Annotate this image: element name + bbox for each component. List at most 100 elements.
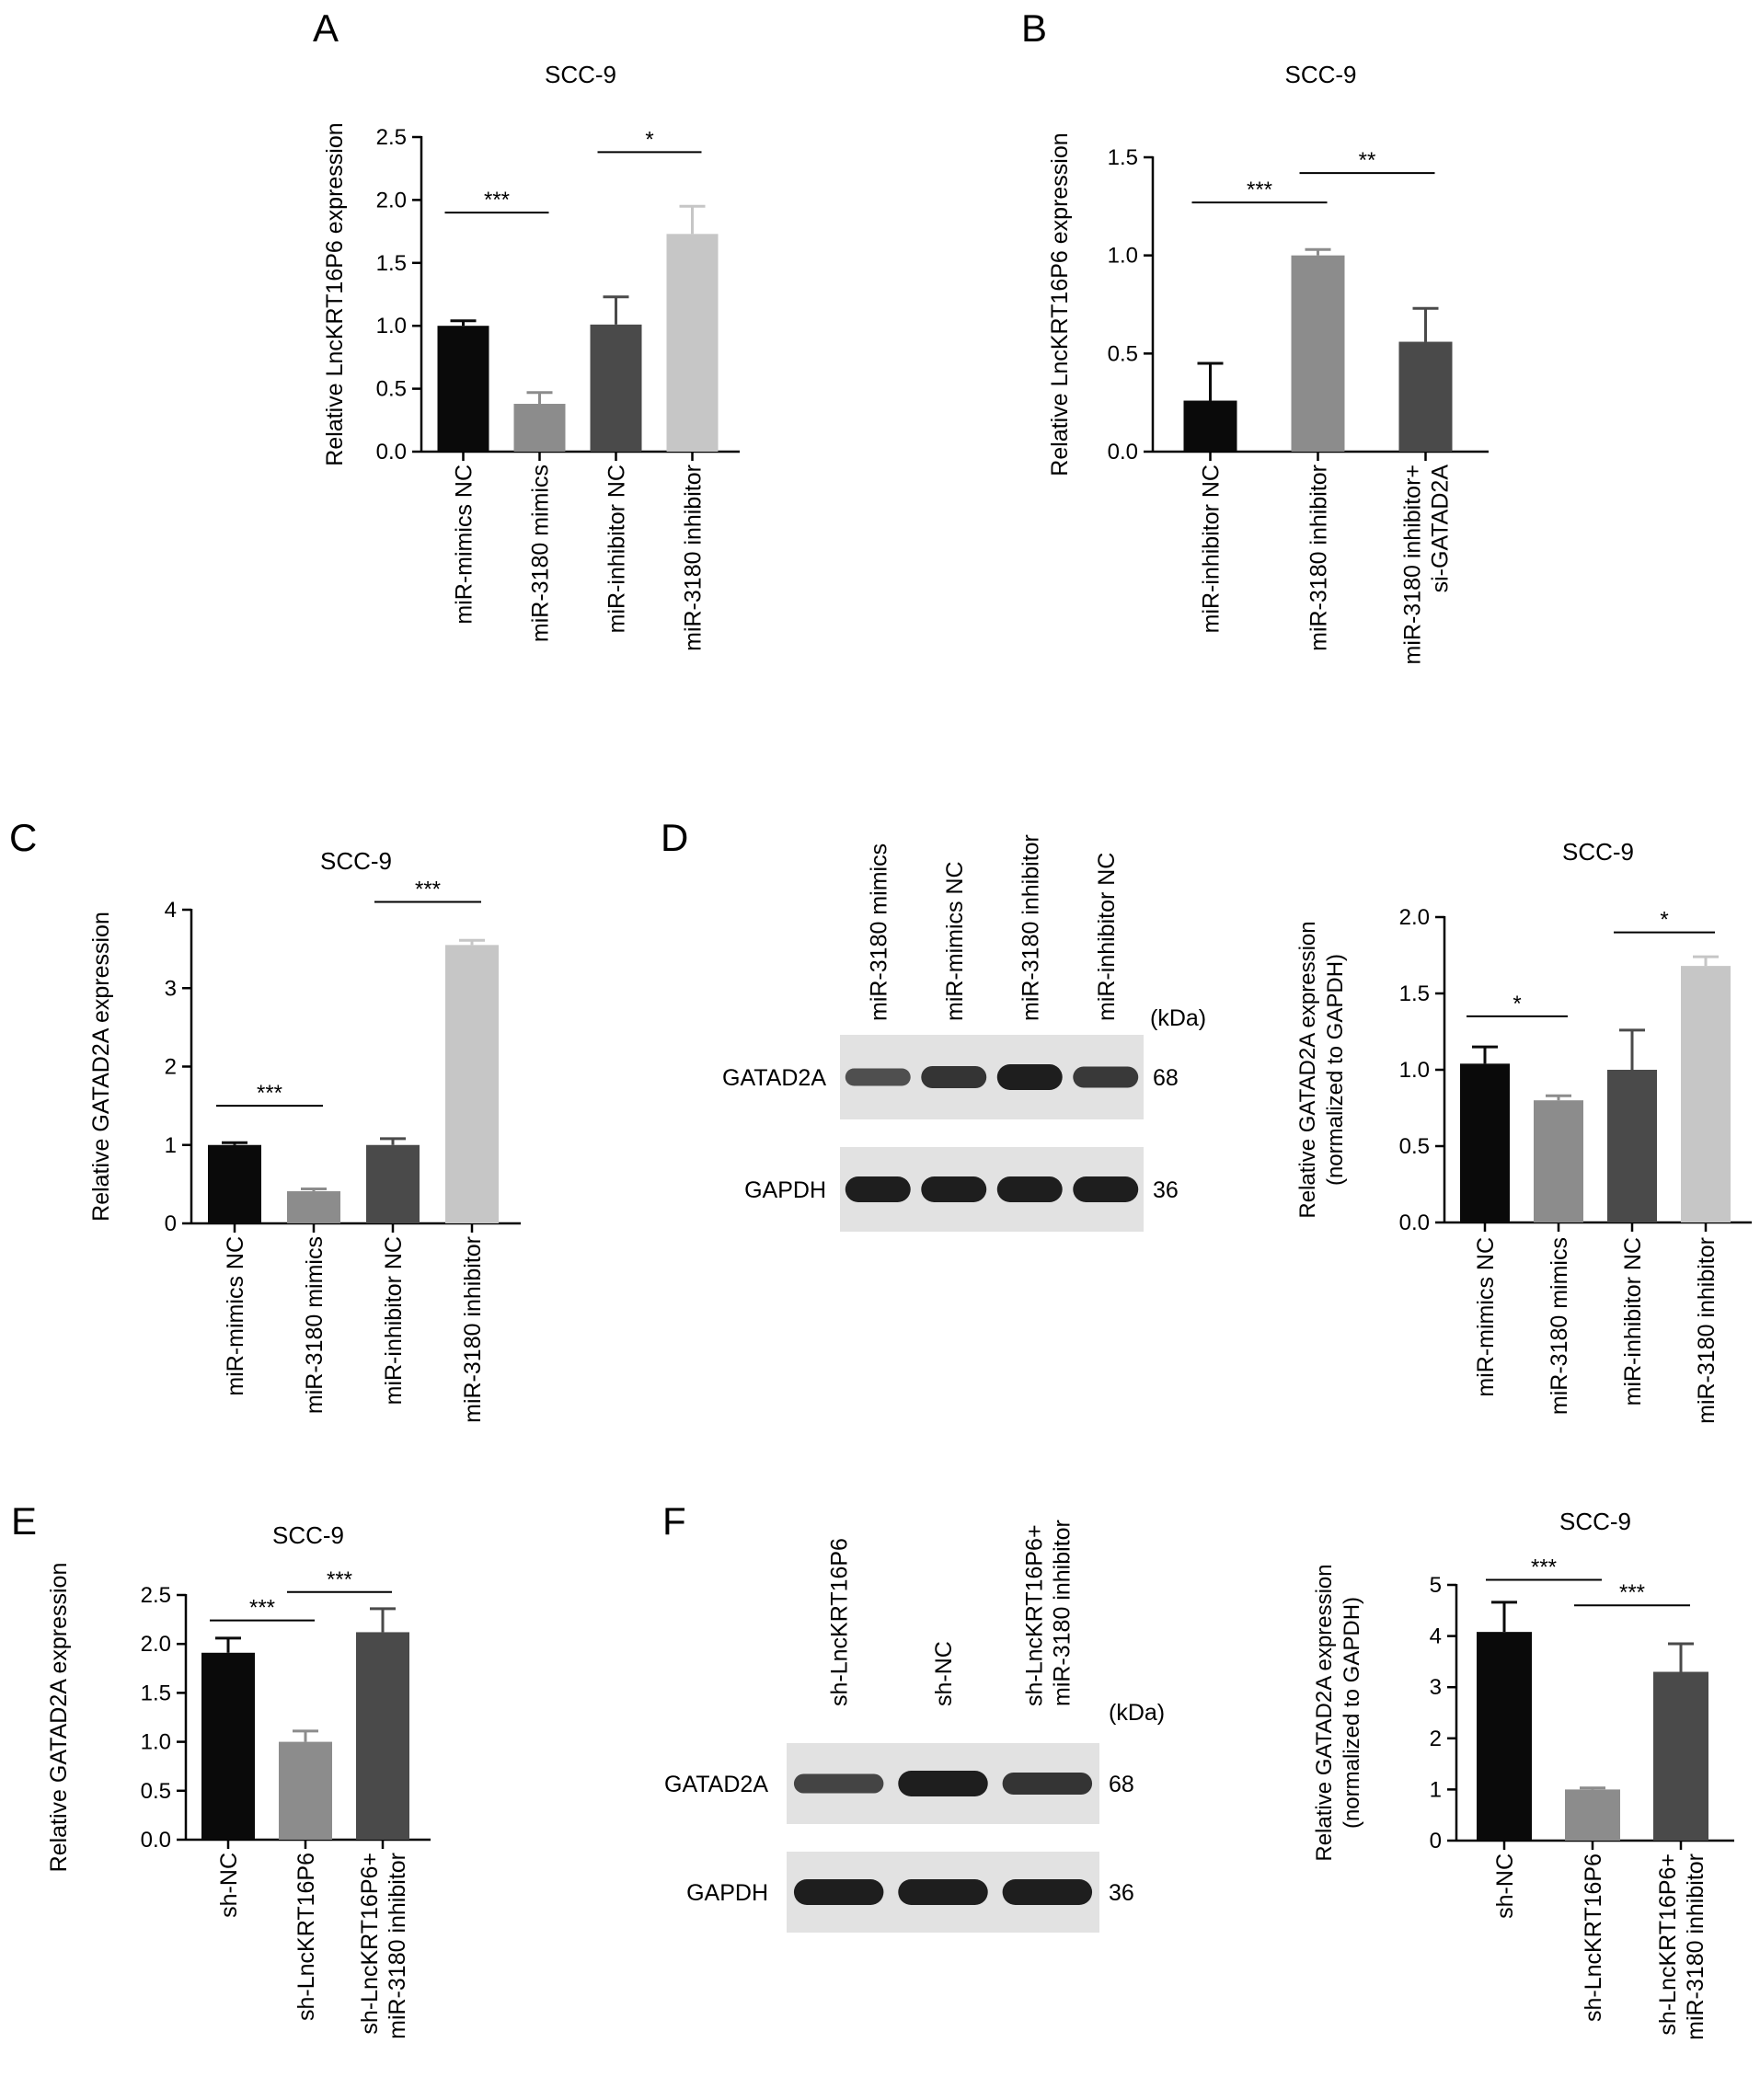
significance-label: ***: [1531, 1555, 1557, 1579]
chart-panel-b: SCC-9 0.0 0.5 1.0 1.5 Relative LncKRT16P6 exp…: [1047, 61, 1489, 664]
kda-label: 36: [1153, 1177, 1179, 1203]
y-axis-label: Relative GATAD2A expression: [46, 1563, 72, 1873]
category-label: miR-3180 mimics: [1547, 1237, 1572, 1415]
y-tick-label: 2: [1430, 1727, 1442, 1751]
kda-label: 68: [1109, 1772, 1134, 1797]
protein-band: [921, 1176, 987, 1202]
category-label: sh-LncKRT16P6: [293, 1853, 319, 2021]
protein-band: [1073, 1176, 1139, 1202]
bar: [1477, 1632, 1532, 1841]
chart-title: SCC-9: [1559, 1508, 1631, 1535]
panel-letter-b: B: [1021, 6, 1047, 50]
category-label: miR-3180 inhibitor: [1683, 1853, 1708, 2040]
category-label: sh-NC: [216, 1853, 242, 1918]
y-tick-label: 3: [165, 976, 177, 1001]
protein-band: [921, 1066, 987, 1088]
chart-panel-e: SCC-9 0.0 0.5 1.0 1.5 2.0 2.5 Relative GATAD2A …: [46, 1521, 431, 2039]
category-label: miR-3180 mimics: [528, 465, 554, 642]
bar: [1681, 966, 1731, 1222]
category-label: sh-LncKRT16P6+: [1655, 1853, 1681, 2036]
kda-label: 68: [1153, 1065, 1179, 1091]
bar: [1460, 1063, 1510, 1222]
bar: [1398, 341, 1453, 452]
lane-label: sh-LncKRT16P6+: [1021, 1524, 1047, 1706]
protein-band: [996, 1064, 1063, 1090]
panel-letter-a: A: [313, 6, 339, 50]
y-axis-label: Relative GATAD2A expression: [1295, 921, 1320, 1218]
y-tick-label: 0: [1430, 1829, 1442, 1853]
protein-label: GAPDH: [686, 1880, 768, 1906]
lane-label: sh-LncKRT16P6: [827, 1538, 853, 1706]
chart-title: SCC-9: [1284, 61, 1356, 88]
significance-label: *: [1660, 908, 1668, 933]
y-tick-label: 1.0: [141, 1730, 171, 1755]
bar: [287, 1191, 340, 1223]
category-label: miR-3180 inhibitor: [1306, 465, 1332, 651]
bar: [279, 1741, 332, 1840]
category-label: miR-mimics NC: [452, 465, 477, 625]
significance-label: ***: [327, 1567, 352, 1592]
chart-title: SCC-9: [320, 847, 392, 875]
category-label: miR-3180 inhibitor+: [1400, 465, 1426, 664]
y-tick-label: 4: [1430, 1624, 1442, 1649]
protein-label: GATAD2A: [722, 1065, 826, 1091]
protein-band: [996, 1176, 1063, 1202]
chart-panel-f: SCC-9 0 1 2 3 4 5 Relative GATAD2A expression (n…: [1312, 1508, 1734, 2040]
protein-band: [1073, 1066, 1139, 1088]
bar: [1607, 1070, 1657, 1222]
bar: [445, 945, 499, 1223]
lane-label: miR-3180 inhibitor: [1018, 834, 1043, 1021]
lane-label: miR-mimics NC: [942, 861, 968, 1021]
protein-band: [793, 1879, 884, 1905]
significance-label: ***: [484, 188, 510, 212]
category-label: sh-LncKRT16P6: [1581, 1853, 1606, 2022]
panel-letter-d: D: [661, 816, 688, 859]
category-label: miR-3180 inhibitor: [1694, 1237, 1720, 1424]
significance-label: **: [1359, 148, 1376, 173]
category-label: si-GATAD2A: [1428, 465, 1454, 593]
y-tick-label: 1.5: [1399, 981, 1430, 1006]
bar: [1653, 1671, 1708, 1841]
y-tick-label: 0.0: [1108, 440, 1138, 465]
significance-label: ***: [249, 1596, 275, 1621]
lane-label: miR-inhibitor NC: [1094, 853, 1120, 1021]
y-tick-label: 0.0: [376, 440, 407, 465]
y-tick-label: 0.5: [141, 1779, 171, 1804]
panel-letter-f: F: [662, 1499, 686, 1543]
y-tick-label: 5: [1430, 1573, 1442, 1598]
chart-title: SCC-9: [545, 61, 616, 88]
category-label: sh-LncKRT16P6+: [357, 1853, 383, 2035]
chart-title: SCC-9: [272, 1521, 344, 1549]
y-tick-label: 2.0: [376, 188, 407, 212]
western-blots: miR-3180 mimics miR-mimics NC miR-3180 inh…: [664, 834, 1206, 1933]
y-tick-label: 2.0: [1399, 905, 1430, 930]
protein-label: GAPDH: [744, 1177, 826, 1203]
bar: [513, 404, 566, 452]
y-tick-label: 1: [1430, 1777, 1442, 1802]
chart-panel-c: SCC-9 0 1 2 3 4 Relative GATAD2A expression miR…: [88, 847, 521, 1423]
chart-panel-a: SCC-9 0.0 0.5 1.0 1.5 2.0 2.5 Relative LncKRT16…: [322, 61, 740, 651]
category-label: miR-mimics NC: [223, 1236, 248, 1396]
bar: [366, 1144, 420, 1223]
bar: [1565, 1789, 1620, 1841]
protein-band: [845, 1176, 911, 1202]
bar: [437, 326, 489, 452]
lane-label: sh-NC: [931, 1641, 957, 1706]
panel-letter-c: C: [9, 816, 37, 859]
significance-label: ***: [1247, 178, 1272, 202]
y-tick-label: 1.0: [1399, 1058, 1430, 1083]
y-axis-label: (normalized to GAPDH): [1340, 1597, 1364, 1829]
y-tick-label: 4: [165, 898, 177, 923]
significance-label: ***: [257, 1081, 282, 1106]
y-tick-label: 1: [165, 1133, 177, 1158]
protein-band: [1002, 1879, 1093, 1905]
category-label: miR-inhibitor NC: [604, 465, 630, 633]
y-tick-label: 1.5: [376, 251, 407, 276]
category-label: miR-mimics NC: [1473, 1237, 1499, 1397]
bar: [208, 1144, 261, 1223]
chart-panel-d: SCC-9 0.0 0.5 1.0 1.5 2.0 Relative GATAD2A exp…: [1295, 838, 1752, 1424]
y-tick-label: 0.0: [141, 1828, 171, 1853]
panel-letter-e: E: [11, 1499, 37, 1543]
kda-header: (kDa): [1150, 1005, 1206, 1031]
